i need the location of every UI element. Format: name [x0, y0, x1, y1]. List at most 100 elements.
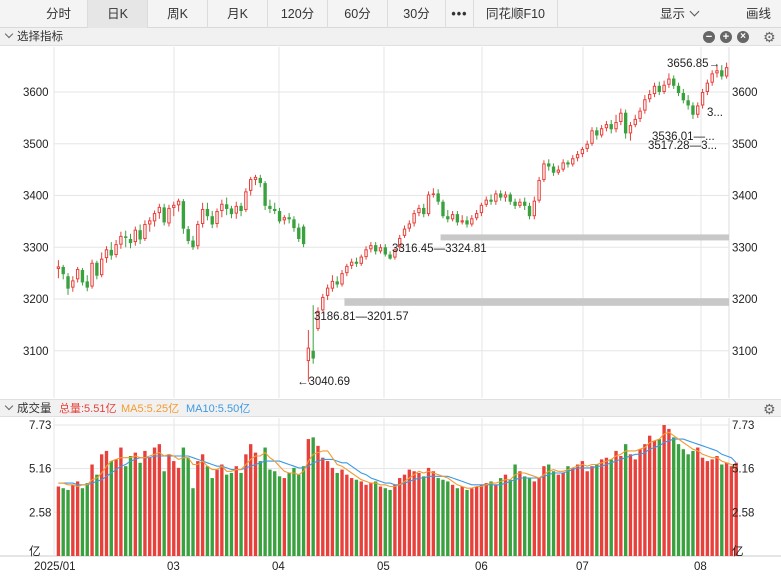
volume-bar-down [66, 489, 70, 556]
volume-bar-up [369, 483, 373, 556]
volume-bar-up [431, 471, 436, 556]
volume-bar-up [176, 467, 181, 556]
price-tick-label-right: 3600 [732, 87, 758, 99]
volume-bar-up [532, 481, 536, 556]
volume-tick-label-left: 亿 [29, 545, 41, 558]
candle-body-up [378, 247, 383, 252]
price-tick-label-left: 3500 [23, 139, 49, 151]
volume-tick-label-left: 2.58 [29, 507, 51, 519]
volume-bar-up [590, 466, 594, 556]
candle-body-up [643, 99, 647, 111]
tab-120min[interactable]: 120分 [268, 0, 328, 28]
volume-bar-up [580, 461, 585, 556]
candle-body-down [388, 254, 392, 259]
x-tick-label: 07 [576, 561, 589, 573]
x-tick-label: 06 [475, 561, 488, 573]
volume-bar-down [292, 467, 296, 556]
candle-body-up [152, 213, 157, 222]
annotations: 3656.85→ ←3040.69 3186.81—3201.57 3316.4… [297, 58, 723, 388]
candle-body-down [623, 112, 628, 134]
candle-body-down [297, 227, 301, 239]
volume-bar-down [388, 489, 392, 556]
volume-bar-down [441, 479, 445, 556]
draw-line-button[interactable]: 画线 [746, 7, 772, 21]
volume-bar-up [244, 454, 248, 556]
volume-panel-title[interactable]: 成交量 [4, 400, 52, 418]
candle-body-up [561, 162, 565, 170]
x-tick-label: 2025/01 [34, 561, 76, 573]
candle-body-up [667, 78, 671, 85]
candle-body-down [124, 236, 128, 238]
low-price-label: ←3040.69 [297, 376, 350, 388]
display-label: 显示 [660, 7, 686, 21]
display-menu-button[interactable]: 显示 [660, 0, 700, 28]
volume-bar-up [450, 484, 455, 556]
candle-body-down [566, 162, 570, 165]
volume-bar-up [398, 478, 402, 556]
volume-bar-down [210, 478, 214, 556]
volume-bar-up [249, 444, 253, 556]
volume-bar-up [75, 481, 80, 556]
candle-body-down [527, 205, 532, 217]
volume-bar-up [561, 472, 565, 556]
candle-body-up [431, 193, 436, 195]
volume-bar-up [460, 486, 464, 556]
candle-body-up [220, 203, 224, 212]
volume-bar-up [306, 439, 311, 556]
candle-body-down [186, 229, 190, 242]
x-tick-label: 05 [377, 561, 390, 573]
candle-body-down [239, 205, 243, 212]
indicator-selector[interactable]: 选择指标 [4, 28, 63, 46]
tab-30min[interactable]: 30分 [388, 0, 446, 28]
gap-label-3: 3536.01—... [652, 131, 715, 143]
candle-body-up [470, 218, 474, 225]
volume-bar-up [99, 454, 104, 556]
tab-intraday[interactable]: 分时 [30, 0, 88, 28]
candle-body-up [652, 85, 657, 95]
tab-daily-k[interactable]: 日K [88, 0, 148, 28]
candle-body-down [436, 193, 440, 202]
candle-body-up [402, 228, 407, 236]
volume-bar-down [181, 447, 186, 556]
plus-circle-icon[interactable]: + [720, 31, 732, 43]
candle-body-up [306, 347, 311, 362]
tab-weekly-k[interactable]: 周K [148, 0, 208, 28]
more-periods-button[interactable]: ••• [446, 0, 474, 28]
candle-body-up [172, 204, 176, 208]
volume-bar-up [56, 486, 61, 556]
volume-bar-up [196, 461, 200, 556]
volume-bar-down [455, 488, 460, 556]
candle-body-down [373, 245, 378, 252]
candlesticks [56, 62, 729, 382]
indicator-selector-label: 选择指标 [17, 31, 63, 43]
volume-bar-up [724, 462, 729, 556]
candle-body-down [85, 281, 89, 288]
volume-bar-up [734, 462, 738, 556]
volume-bar-down [676, 444, 681, 556]
volume-bar-down [297, 474, 301, 556]
candle-body-up [633, 118, 637, 126]
minus-circle-icon[interactable]: − [703, 31, 715, 43]
volume-bar-down [191, 488, 195, 556]
volume-bar-up [402, 474, 407, 556]
volume-bar-down [373, 481, 378, 556]
gear-icon[interactable]: ⚙ [763, 401, 776, 417]
candle-body-down [523, 201, 527, 206]
volume-bar-down [258, 461, 262, 556]
volume-bar-up [148, 457, 152, 556]
gap-label-5: 3... [707, 107, 723, 119]
volume-bar-up [556, 474, 561, 556]
volume-tick-label-right: 7.73 [732, 420, 754, 432]
candle-body-down [205, 208, 210, 217]
close-circle-icon[interactable]: × [737, 31, 749, 43]
candle-body-down [609, 124, 613, 130]
gear-icon[interactable]: ⚙ [763, 29, 776, 45]
tab-60min[interactable]: 60分 [328, 0, 388, 28]
candle-body-up [148, 220, 152, 225]
candle-body-up [157, 206, 162, 214]
total-volume-label: 总量:5.51亿 [59, 403, 117, 415]
tab-monthly-k[interactable]: 月K [208, 0, 268, 28]
candle-body-down [686, 100, 690, 106]
tab-f10[interactable]: 同花顺F10 [474, 0, 558, 28]
